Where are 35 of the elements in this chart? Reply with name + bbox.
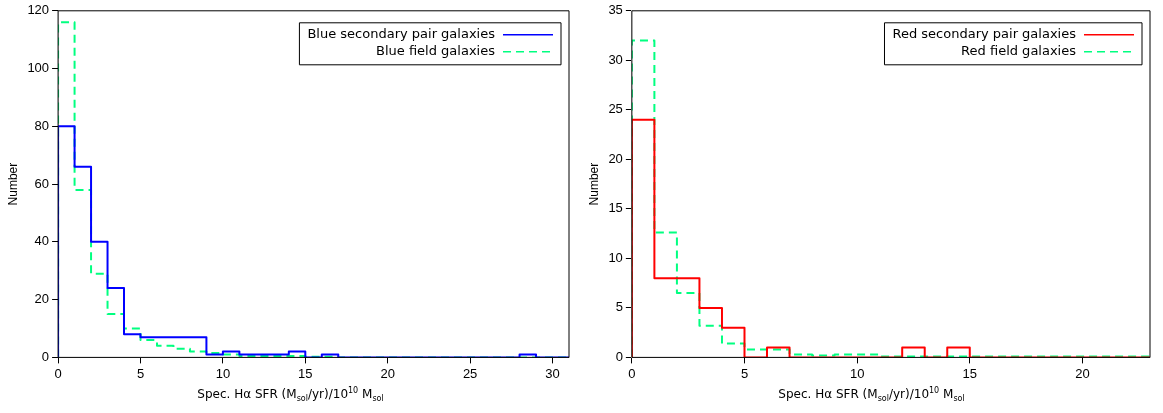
x-tick-label: 0 [54, 365, 62, 381]
x-axis-title: Spec. Hα SFR (M$_{sol}$/yr)/10$^{10}$ M$_{sol}$ [196, 386, 385, 404]
x-tick-label: 15 [962, 365, 978, 381]
legend-label: Blue secondary pair galaxies [307, 26, 496, 42]
y-tick-label: 20 [608, 150, 623, 166]
y-tick-label: 0 [615, 348, 623, 364]
x-tick-label: 10 [849, 365, 865, 381]
y-tick-label: 120 [27, 2, 50, 18]
y-tick-label: 60 [34, 175, 50, 191]
legend-label: Red secondary pair galaxies [892, 26, 1077, 42]
y-tick-label: 15 [608, 200, 623, 216]
x-tick-label: 15 [298, 365, 313, 381]
x-tick-label: 30 [545, 365, 560, 381]
y-tick-label: 40 [34, 233, 50, 249]
x-tick-label: 10 [215, 365, 231, 381]
x-tick-label: 0 [628, 365, 636, 381]
x-tick-label: 20 [380, 365, 395, 381]
legend-label: Red field galaxies [961, 43, 1077, 59]
x-tick-label: 25 [462, 365, 478, 381]
x-tick-label: 20 [1075, 365, 1090, 381]
y-axis-title: Number [586, 162, 601, 206]
y-tick-label: 80 [34, 117, 50, 133]
y-tick-label: 30 [608, 51, 623, 67]
y-tick-label: 0 [41, 348, 50, 364]
x-axis-title: Spec. Hα SFR (M$_{sol}$/yr)/10$^{10}$ M$_{sol}$ [777, 386, 966, 404]
x-tick-label: 5 [136, 365, 145, 381]
y-tick-label: 5 [615, 299, 623, 315]
legend-label: Blue field galaxies [376, 43, 496, 59]
y-tick-label: 20 [34, 291, 50, 307]
x-tick-label: 5 [740, 365, 749, 381]
y-tick-label: 25 [608, 101, 623, 117]
y-tick-label: 35 [608, 2, 623, 18]
y-axis-title: Number [5, 162, 20, 206]
y-tick-label: 100 [27, 60, 50, 76]
y-tick-label: 10 [608, 249, 623, 265]
